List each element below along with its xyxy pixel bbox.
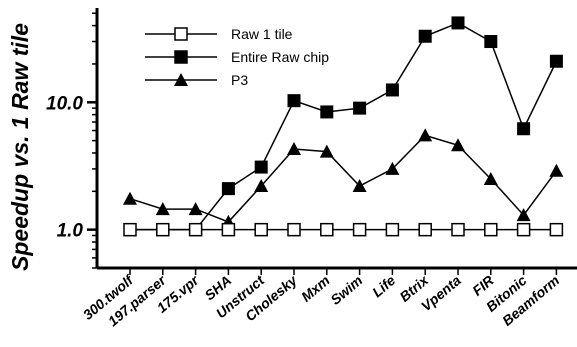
point-entire-raw-chip [451, 16, 465, 30]
point-p3 [287, 141, 301, 155]
x-tick-label: Mxm [298, 272, 333, 305]
legend-marker-raw-1-tile [174, 27, 188, 41]
x-tick-label: Swim [327, 272, 365, 308]
point-raw-1-tile [484, 222, 498, 237]
point-raw-1-tile [549, 222, 564, 237]
legend-label-entire-raw-chip: Entire Raw chip [231, 49, 329, 65]
legend: Raw 1 tile Entire Raw chip P3 [145, 26, 329, 88]
series-lines [129, 22, 558, 231]
point-raw-1-tile [287, 222, 301, 237]
point-raw-1-tile [352, 222, 367, 237]
point-entire-raw-chip [287, 94, 301, 108]
x-tick-label: Life [369, 272, 399, 300]
legend-label-p3: P3 [231, 72, 248, 88]
point-raw-1-tile [516, 222, 531, 237]
series-markers [123, 16, 564, 237]
point-p3 [549, 163, 564, 177]
y-axis-label: Speedup vs. 1 Raw tile [7, 23, 33, 271]
point-p3 [385, 161, 400, 175]
legend-marker-entire-raw-chip [174, 50, 188, 64]
point-raw-1-tile [123, 222, 137, 237]
y-ticks: 1.0 10.0 [46, 12, 97, 269]
point-entire-raw-chip [517, 122, 531, 136]
legend-marker-p3 [174, 73, 188, 86]
point-p3 [123, 191, 137, 205]
y-tick-label: 10.0 [46, 93, 83, 114]
point-p3 [155, 202, 170, 216]
point-raw-1-tile [221, 222, 236, 237]
series-line-p3 [129, 134, 558, 223]
series-line-entire-raw-chip [130, 22, 558, 231]
point-p3 [418, 128, 433, 142]
point-p3 [352, 179, 367, 193]
point-p3 [451, 138, 465, 152]
point-entire-raw-chip [221, 182, 235, 196]
point-entire-raw-chip [254, 160, 268, 174]
point-p3 [254, 179, 269, 193]
legend-label-raw-1-tile: Raw 1 tile [231, 26, 293, 42]
point-raw-1-tile [320, 222, 334, 237]
point-entire-raw-chip [549, 54, 563, 68]
point-p3 [319, 144, 334, 158]
point-raw-1-tile [188, 222, 203, 237]
point-raw-1-tile [451, 222, 465, 237]
y-tick-label: 1.0 [57, 221, 84, 242]
point-p3 [516, 208, 531, 222]
point-p3 [188, 202, 203, 216]
point-entire-raw-chip [320, 105, 334, 119]
point-entire-raw-chip [418, 29, 432, 43]
point-raw-1-tile [418, 222, 432, 237]
point-p3 [483, 171, 498, 185]
point-entire-raw-chip [353, 101, 367, 115]
point-entire-raw-chip [385, 83, 399, 97]
point-raw-1-tile [385, 222, 400, 237]
point-raw-1-tile [156, 222, 170, 237]
point-entire-raw-chip [484, 35, 498, 49]
point-raw-1-tile [254, 222, 268, 237]
